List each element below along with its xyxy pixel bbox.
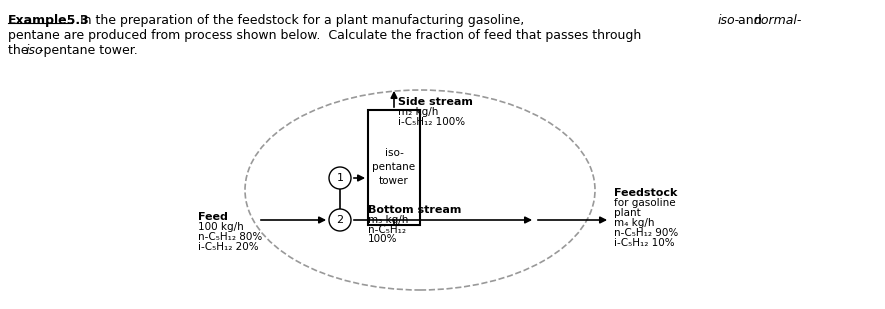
Text: m₃ kg/h: m₃ kg/h: [368, 215, 408, 225]
Text: m₂ kg/h: m₂ kg/h: [398, 107, 438, 117]
Text: Feedstock: Feedstock: [614, 188, 677, 198]
Text: the: the: [8, 44, 33, 57]
Text: n-C₅H₁₂ 90%: n-C₅H₁₂ 90%: [614, 228, 678, 238]
Text: -pentane tower.: -pentane tower.: [39, 44, 138, 57]
Text: n-C₅H₁₂: n-C₅H₁₂: [368, 225, 406, 235]
Text: and: and: [734, 14, 766, 27]
Text: for gasoline: for gasoline: [614, 198, 675, 208]
Text: 100%: 100%: [368, 234, 397, 244]
Text: In the preparation of the feedstock for a plant manufacturing gasoline,: In the preparation of the feedstock for …: [72, 14, 528, 27]
Text: n-C₅H₁₂ 80%: n-C₅H₁₂ 80%: [198, 232, 262, 242]
Circle shape: [329, 167, 351, 189]
Text: iso-: iso-: [718, 14, 740, 27]
Text: 100 kg/h: 100 kg/h: [198, 222, 243, 232]
Circle shape: [329, 209, 351, 231]
Text: 1: 1: [336, 173, 343, 183]
Text: plant: plant: [614, 208, 641, 218]
Text: iso-
pentane
tower: iso- pentane tower: [373, 149, 416, 187]
Text: pentane are produced from process shown below.  Calculate the fraction of feed t: pentane are produced from process shown …: [8, 29, 642, 42]
Text: i-C₅H₁₂ 20%: i-C₅H₁₂ 20%: [198, 242, 258, 252]
Text: Example5.3: Example5.3: [8, 14, 89, 27]
Text: 2: 2: [336, 215, 343, 225]
Text: m₄ kg/h: m₄ kg/h: [614, 218, 655, 228]
Text: Feed: Feed: [198, 212, 227, 222]
Text: Side stream: Side stream: [398, 97, 473, 107]
Text: iso: iso: [26, 44, 43, 57]
Text: normal-: normal-: [754, 14, 803, 27]
Text: Bottom stream: Bottom stream: [368, 205, 461, 215]
Text: i-C₅H₁₂ 100%: i-C₅H₁₂ 100%: [398, 117, 466, 127]
Text: i-C₅H₁₂ 10%: i-C₅H₁₂ 10%: [614, 238, 674, 248]
Bar: [368, 110, 420, 225]
